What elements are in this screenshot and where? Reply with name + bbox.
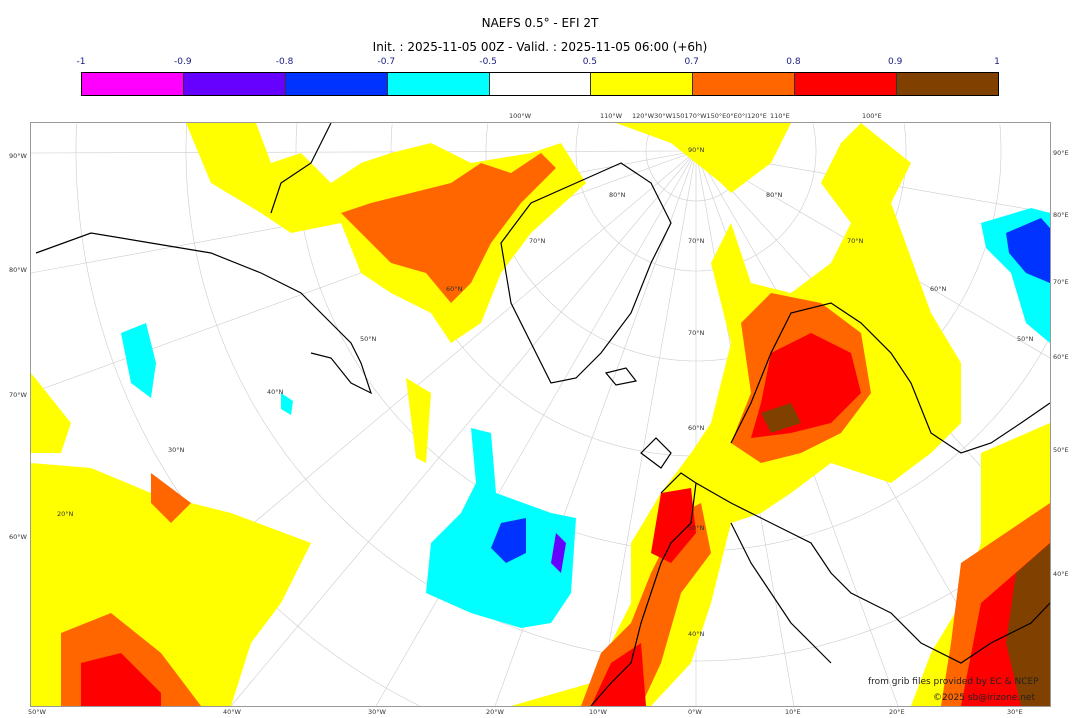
colorbar-segment	[285, 73, 388, 95]
colorbar-segment	[387, 73, 490, 95]
graticule-label: 50°E	[1053, 446, 1069, 454]
graticule-label: 10°E	[785, 708, 801, 716]
colorbar-segment	[591, 73, 694, 95]
graticule-label: 70°N	[529, 237, 546, 245]
graticule-label: 50°W	[28, 708, 46, 716]
graticule-label: 80°N	[766, 191, 783, 199]
graticule-label: 0°W	[688, 708, 702, 716]
graticule-label: 80°W	[9, 266, 27, 274]
graticule-label: 60°N	[688, 424, 705, 432]
colorbar-tick-label: 0.9	[888, 57, 903, 67]
efi-yellow-ice	[406, 378, 431, 463]
efi-blue-atlantic	[491, 518, 526, 563]
efi-brown-scand	[761, 403, 801, 433]
coastlines	[35, 123, 1050, 706]
graticule-label: 110°E	[770, 112, 790, 120]
graticule-label: 50°N	[1017, 335, 1034, 343]
map-subtitle: Init. : 2025-11-05 00Z - Valid. : 2025-1…	[372, 40, 708, 54]
efi-yellow-sw	[31, 373, 71, 453]
efi-red-france	[651, 488, 696, 563]
latitude-circle	[295, 123, 1050, 552]
graticule-label: 60°N	[446, 285, 463, 293]
graticule-label: 80°N	[609, 191, 626, 199]
efi-yellow-europe	[511, 123, 961, 706]
colorbar-tick-label: 1	[994, 57, 1000, 67]
graticule-label: 80°E	[1053, 211, 1069, 219]
colorbar-tick-label: -0.8	[275, 57, 294, 67]
graticule-label: 60°N	[930, 285, 947, 293]
graticule-label: 20°E	[889, 708, 905, 716]
efi-red-sw	[81, 653, 161, 706]
colorbar-segment	[183, 73, 286, 95]
graticule-label: 70°N	[847, 237, 864, 245]
graticule-label: 70°W	[9, 391, 27, 399]
efi-yellow-pole	[616, 123, 791, 193]
efi-purple-atlantic	[551, 533, 566, 573]
graticule-label: 90°N	[688, 146, 705, 154]
graticule-label: 40°W	[223, 708, 241, 716]
graticule-label: 30°W	[368, 708, 386, 716]
colorbar-segment	[897, 73, 999, 95]
graticule-label: 40°E	[1053, 570, 1069, 578]
colorbar-tick-label: 0.8	[786, 57, 801, 67]
graticule-label: 10°W	[589, 708, 607, 716]
efi-orange-greenland	[341, 153, 556, 303]
graticule-label: 60°E	[1053, 353, 1069, 361]
graticule-label: 90°E	[1053, 149, 1069, 157]
graticule-label: 70°E	[1053, 278, 1069, 286]
map-title: NAEFS 0.5° - EFI 2T	[481, 16, 599, 30]
graticule-label: 110°W	[600, 112, 623, 120]
graticule-label: 40°N	[688, 630, 705, 638]
colorbar-tick-label: -0.5	[479, 57, 497, 67]
map-panel[interactable]	[30, 122, 1051, 707]
colorbar-segment	[82, 73, 184, 95]
graticule-label: 100°W	[509, 112, 532, 120]
graticule-label: 30°N	[168, 446, 185, 454]
graticule-label: 20°N	[57, 510, 74, 518]
graticule-label: 50°N	[360, 335, 377, 343]
efi-orange-atl	[151, 473, 191, 523]
graticule-label: 70°N	[688, 329, 705, 337]
efi-cyan-small	[281, 393, 293, 415]
graticule-label: 100°E	[862, 112, 882, 120]
latitude-circle	[575, 123, 817, 272]
source-credit: from grib files provided by EC & NCEP	[868, 677, 1039, 687]
colorbar-tick-label: 0.7	[684, 57, 699, 67]
colorbar	[81, 72, 999, 96]
colorbar-tick-label: -0.7	[377, 57, 396, 67]
colorbar-tick-label: 0.5	[582, 57, 598, 67]
colorbar-segment	[795, 73, 898, 95]
colorbar-segment	[489, 73, 592, 95]
efi-cyan-west	[121, 323, 156, 398]
copyright-credit: ©2025 sb@irizone.net	[933, 693, 1035, 703]
efi-blue-siberia	[1006, 218, 1050, 283]
efi-map	[31, 123, 1050, 706]
graticule-label: 30°E	[1007, 708, 1023, 716]
colorbar-tick-label: -0.9	[173, 57, 192, 67]
graticule-label: 40°N	[267, 388, 284, 396]
colorbar-tick-label: -1	[76, 57, 86, 67]
graticule-label: 60°W	[9, 533, 27, 541]
graticule-label: 120°W30°W150170°W150°E0°E0°I120°E	[632, 112, 767, 120]
graticule-label: 90°W	[9, 152, 27, 160]
graticule-label: 50°N	[688, 524, 705, 532]
graticule-label: 70°N	[688, 237, 705, 245]
colorbar-segment	[693, 73, 796, 95]
graticule-label: 20°W	[486, 708, 504, 716]
